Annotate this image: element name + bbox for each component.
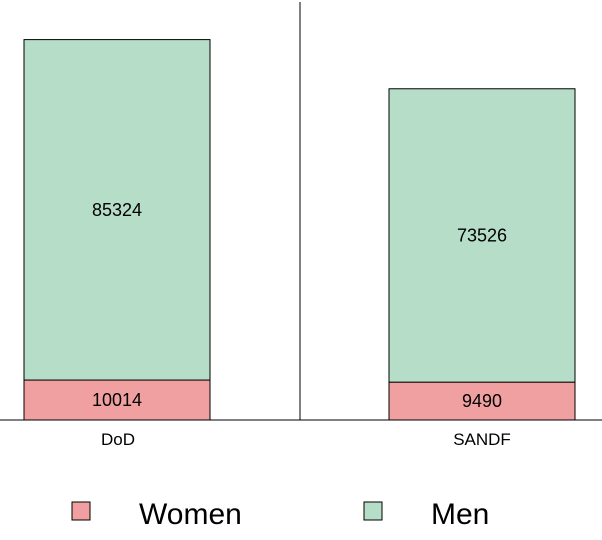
data-label-dod-men: 85324 xyxy=(92,200,142,220)
x-tick-labels: DoD SANDF xyxy=(101,430,511,449)
legend-label-men: Men xyxy=(431,498,489,531)
data-label-sandf-men: 73526 xyxy=(457,225,507,245)
bars xyxy=(23,39,576,421)
bar-dod-men xyxy=(23,39,211,381)
data-label-sandf-women: 9490 xyxy=(462,391,502,411)
x-tick-label-dod: DoD xyxy=(101,430,135,449)
x-tick-label-sandf: SANDF xyxy=(453,430,511,449)
legend: Women Men xyxy=(71,498,489,531)
data-label-dod-women: 10014 xyxy=(92,390,142,410)
bar-sandf-men xyxy=(388,88,576,383)
bar-labels: 10014 85324 9490 73526 xyxy=(92,200,507,411)
legend-swatch-men xyxy=(363,501,383,521)
legend-swatch-women xyxy=(71,501,91,521)
legend-label-women: Women xyxy=(139,498,242,531)
